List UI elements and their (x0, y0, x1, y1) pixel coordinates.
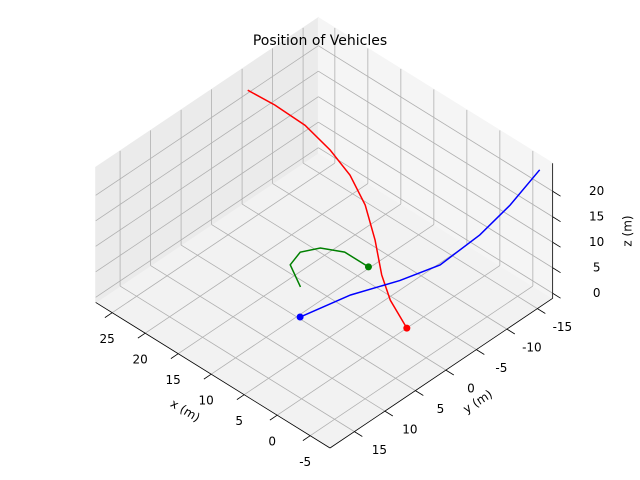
x-tick-label: 15 (166, 373, 181, 387)
grid-line (177, 203, 402, 355)
position-marker (296, 313, 304, 321)
x-tick (170, 353, 179, 359)
grid-line (95, 70, 319, 222)
x-tick (302, 435, 311, 441)
y-axis-label: y (m) (461, 387, 495, 416)
grid-line (302, 162, 538, 309)
z-tick (552, 267, 561, 274)
x-tick (203, 373, 212, 380)
x-tick (104, 312, 113, 318)
grid-line (318, 96, 553, 243)
y-tick (445, 369, 455, 376)
grid-line (95, 96, 319, 247)
grid-line (272, 183, 508, 330)
z-tick-label: 15 (589, 209, 604, 223)
y-tick (537, 308, 546, 314)
z-tick (552, 241, 561, 248)
panes (94, 16, 554, 449)
grid-line (111, 162, 336, 314)
grid-line (276, 265, 501, 416)
x-axis-line (95, 302, 331, 449)
grid-line (95, 121, 319, 273)
grid-line (210, 224, 435, 375)
y-axis-line (329, 298, 553, 449)
trajectory (247, 89, 408, 329)
grid-line (241, 203, 477, 350)
y-tick (476, 349, 485, 355)
y-tick (354, 431, 363, 437)
y-tick (384, 410, 394, 417)
x-tick (269, 414, 278, 421)
z-tick (552, 216, 561, 223)
x-tick-label: -5 (299, 455, 311, 469)
grid-line (144, 183, 369, 334)
grid (95, 27, 553, 437)
grid-line (318, 147, 553, 294)
trajectory (299, 169, 541, 318)
x-tick (137, 332, 146, 339)
trajectory (289, 247, 369, 288)
y-tick (415, 390, 424, 396)
z-tick (552, 292, 561, 299)
y-tick-label: 10 (402, 423, 417, 437)
grid-line (243, 244, 468, 396)
x-tick-label: 25 (100, 332, 115, 346)
grid-line (309, 285, 534, 437)
position-marker (403, 324, 411, 332)
z-tick (552, 190, 561, 197)
y-tick-label: -15 (553, 320, 573, 334)
x-tick-label: 10 (199, 394, 214, 408)
z-tick-label: 10 (589, 235, 604, 249)
position-marker (364, 263, 372, 271)
grid-line (318, 121, 553, 269)
z-tick-label: 5 (593, 260, 601, 274)
grid-line (95, 45, 319, 196)
grid-line (150, 265, 386, 412)
marks (247, 89, 541, 332)
y-tick (506, 328, 516, 335)
y-tick-label: 5 (437, 402, 445, 416)
z-tick-label: 0 (593, 286, 601, 300)
y-tick-label: -10 (522, 341, 542, 355)
grid-line (318, 45, 553, 192)
grid-line (119, 285, 355, 432)
y-tick-label: -5 (495, 361, 507, 375)
y-tick-label: 0 (467, 382, 475, 396)
grid-line (318, 70, 553, 218)
y-tick-label: 15 (372, 443, 387, 457)
grid-line (211, 224, 447, 371)
grid-line (95, 147, 319, 298)
z-axis-label: z (m) (621, 215, 635, 246)
x-tick (236, 394, 245, 400)
z-tick-label: 20 (589, 184, 604, 198)
x-axis-label: x (m) (168, 396, 203, 424)
x-tick-label: 20 (133, 353, 148, 367)
axes: -5 0 5 10 15 20 25 -15 -10 -5 0 5 10 15 0 5 10 15 20 (95, 163, 604, 469)
x-tick-label: 0 (268, 435, 276, 449)
x-tick-label: 5 (235, 414, 243, 428)
chart-title: Position of Vehicles (253, 33, 387, 49)
